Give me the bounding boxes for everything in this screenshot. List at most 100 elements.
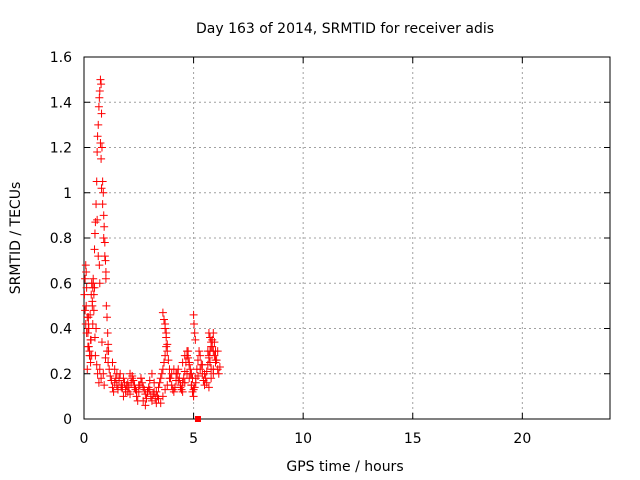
data-point <box>101 256 110 265</box>
data-point <box>176 383 185 392</box>
data-point <box>163 347 172 356</box>
data-point <box>158 308 167 317</box>
data-point <box>168 385 177 394</box>
data-point <box>94 378 103 387</box>
data-point <box>178 358 187 367</box>
data-point <box>191 335 200 344</box>
data-point <box>95 86 104 95</box>
y-tick-label: 0.6 <box>50 276 72 292</box>
data-point <box>81 261 90 270</box>
data-point <box>90 333 99 342</box>
data-point <box>169 365 178 374</box>
data-point <box>207 338 216 347</box>
data-point <box>82 301 91 310</box>
data-point <box>169 387 178 396</box>
data-point <box>156 399 165 408</box>
square-marker <box>194 416 201 422</box>
data-point <box>86 358 95 367</box>
y-tick-label: 1.2 <box>50 141 72 157</box>
data-point <box>187 369 196 378</box>
y-tick-labels: 0 0.2 0.4 0.6 0.8 1 1.2 1.4 1.6 <box>50 50 72 428</box>
data-point <box>100 252 109 261</box>
data-point <box>196 351 205 360</box>
data-point <box>185 360 194 369</box>
data-point <box>161 385 170 394</box>
data-point <box>174 376 183 385</box>
data-point <box>193 372 202 381</box>
data-point <box>207 365 216 374</box>
data-points <box>80 75 224 410</box>
data-point <box>207 374 216 383</box>
data-point <box>141 401 150 410</box>
data-point <box>88 297 97 306</box>
data-point <box>103 313 112 322</box>
y-tick-label: 1 <box>63 186 72 202</box>
data-point <box>143 387 152 396</box>
data-point <box>159 358 168 367</box>
data-point <box>206 333 215 342</box>
data-point <box>209 369 218 378</box>
data-point <box>123 378 132 387</box>
data-point <box>139 396 148 405</box>
data-point <box>97 374 106 383</box>
data-point <box>154 383 163 392</box>
data-point <box>208 342 217 351</box>
y-tick-label: 0.4 <box>50 322 72 338</box>
data-point <box>94 120 103 129</box>
x-tick-label: 20 <box>513 431 531 447</box>
y-tick-label: 1.6 <box>50 50 72 66</box>
data-point <box>134 381 143 390</box>
data-point <box>88 319 97 328</box>
data-point <box>89 306 98 315</box>
data-point <box>162 329 171 338</box>
data-point <box>109 387 118 396</box>
data-point <box>215 362 224 371</box>
data-point <box>97 184 106 193</box>
y-tick-label: 0.2 <box>50 367 72 383</box>
data-point <box>117 383 126 392</box>
data-point <box>91 218 100 227</box>
data-point <box>101 274 110 283</box>
data-point <box>180 378 189 387</box>
data-point <box>99 188 108 197</box>
data-point <box>189 392 198 401</box>
data-point <box>202 367 211 376</box>
y-tick-label: 0 <box>63 412 72 428</box>
data-point <box>102 301 111 310</box>
data-point <box>147 369 156 378</box>
data-point <box>206 358 215 367</box>
data-point <box>157 369 166 378</box>
data-point <box>200 369 209 378</box>
data-point <box>99 211 108 220</box>
data-point <box>178 387 187 396</box>
data-point <box>82 267 91 276</box>
data-point <box>130 383 139 392</box>
data-point <box>154 394 163 403</box>
data-point <box>189 385 198 394</box>
plot-frame <box>83 56 611 420</box>
data-point <box>172 369 181 378</box>
data-point <box>150 378 159 387</box>
data-point <box>97 338 106 347</box>
data-point <box>187 381 196 390</box>
data-point <box>93 215 102 224</box>
data-point <box>82 329 91 338</box>
data-point <box>189 310 198 319</box>
x-axis-label: GPS time / hours <box>286 459 403 475</box>
data-point <box>156 374 165 383</box>
data-point <box>128 374 137 383</box>
data-point <box>186 365 195 374</box>
annotations <box>194 416 201 422</box>
data-point <box>180 367 189 376</box>
data-point <box>103 329 112 338</box>
data-point <box>162 342 171 351</box>
data-point <box>93 132 102 141</box>
data-point <box>90 283 99 292</box>
y-tick-label: 0.8 <box>50 231 72 247</box>
data-point <box>163 340 172 349</box>
data-point <box>92 324 101 333</box>
data-point <box>159 315 168 324</box>
data-point <box>97 80 106 89</box>
data-point <box>96 75 105 84</box>
